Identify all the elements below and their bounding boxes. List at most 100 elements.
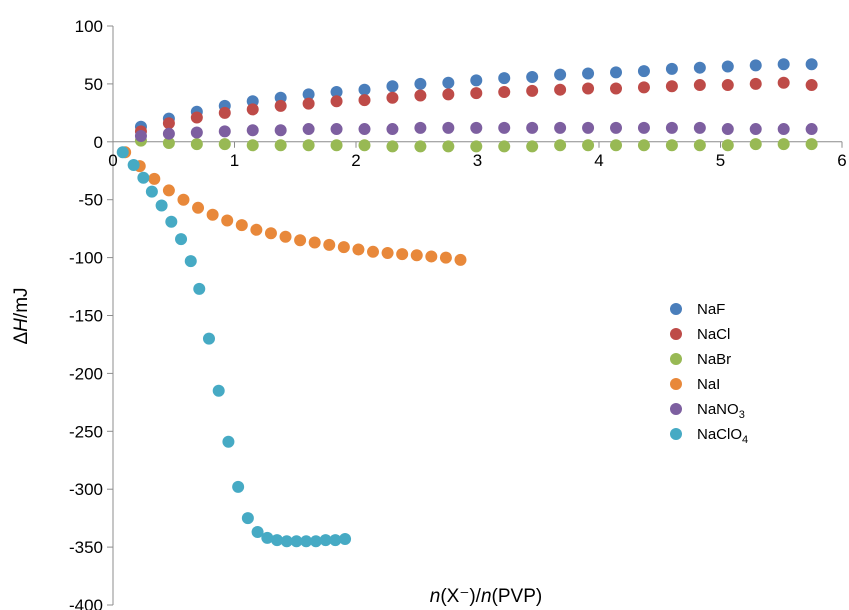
y-tick-label: -400 [69, 596, 103, 610]
data-point [218, 125, 231, 138]
data-point [442, 76, 455, 89]
data-point [637, 81, 650, 94]
y-tick-label: -250 [69, 422, 103, 441]
data-point [280, 535, 293, 548]
y-tick-label: 0 [94, 133, 103, 152]
data-point [290, 535, 303, 548]
data-point [145, 185, 158, 198]
data-point [526, 84, 539, 97]
x-tick-label: 1 [230, 151, 239, 170]
data-point [302, 123, 315, 136]
legend-label: NaCl [697, 326, 730, 343]
data-point [396, 248, 409, 261]
data-point [221, 214, 234, 227]
data-point [274, 139, 287, 152]
y-tick-label: -50 [78, 191, 103, 210]
data-point [235, 219, 248, 232]
x-tick-label: 0 [108, 151, 117, 170]
series-nano3 [134, 121, 818, 143]
data-point [582, 82, 595, 95]
data-point [665, 62, 678, 75]
data-point [610, 121, 623, 134]
data-point [425, 250, 438, 263]
data-point [693, 79, 706, 92]
x-tick-label: 4 [594, 151, 603, 170]
data-point [721, 79, 734, 92]
data-point [554, 139, 567, 152]
data-point [610, 66, 623, 79]
legend-marker [670, 328, 682, 340]
data-point [610, 82, 623, 95]
data-point [162, 117, 175, 130]
data-point [246, 124, 259, 137]
data-point [526, 121, 539, 134]
y-tick-label: -100 [69, 249, 103, 268]
legend-label: NaBr [697, 351, 731, 368]
data-point [352, 243, 365, 256]
data-point [302, 97, 315, 110]
y-tick-label: -350 [69, 538, 103, 557]
data-point [470, 87, 483, 100]
data-point [414, 121, 427, 134]
data-point [162, 127, 175, 140]
data-point [554, 121, 567, 134]
data-point [193, 282, 206, 295]
data-point [498, 72, 511, 85]
data-point [665, 121, 678, 134]
legend-label: NaF [697, 301, 725, 318]
data-point [442, 121, 455, 134]
series-naclo4 [116, 146, 352, 548]
data-point [184, 255, 197, 268]
legend-label: NaI [697, 376, 720, 393]
data-point [777, 138, 790, 151]
data-point [749, 138, 762, 151]
data-point [358, 94, 371, 107]
data-point [358, 139, 371, 152]
series-nai [119, 146, 467, 266]
x-tick-label: 3 [473, 151, 482, 170]
data-point [637, 121, 650, 134]
data-point [192, 201, 205, 214]
data-point [721, 123, 734, 136]
data-point [251, 526, 264, 539]
y-tick-label: -200 [69, 364, 103, 383]
data-point [330, 139, 343, 152]
data-point [470, 74, 483, 87]
data-point [442, 140, 455, 153]
data-point [329, 534, 342, 547]
data-point [330, 123, 343, 136]
legend-marker [670, 353, 682, 365]
data-point [693, 61, 706, 74]
x-tick-label: 2 [351, 151, 360, 170]
data-point [358, 123, 371, 136]
data-point [749, 59, 762, 72]
legend-label: NaClO4 [697, 426, 748, 446]
data-point [367, 245, 380, 258]
data-point [294, 234, 307, 247]
data-point [162, 184, 175, 197]
data-point [414, 89, 427, 102]
data-point [300, 535, 313, 548]
data-point [498, 121, 511, 134]
data-point [777, 76, 790, 89]
data-point [222, 435, 235, 448]
data-point [582, 67, 595, 80]
data-point [137, 171, 150, 184]
data-point [212, 384, 225, 397]
data-point [693, 139, 706, 152]
data-point [162, 136, 175, 149]
data-point [190, 138, 203, 151]
data-point [582, 139, 595, 152]
data-point [274, 99, 287, 112]
data-point [218, 138, 231, 151]
data-point [554, 83, 567, 96]
data-point [302, 88, 315, 101]
data-point [805, 79, 818, 92]
data-point [805, 138, 818, 151]
data-points [116, 58, 818, 548]
data-point [414, 77, 427, 90]
data-point [279, 230, 292, 243]
data-point [308, 236, 321, 249]
data-point [155, 199, 168, 212]
data-point [339, 532, 352, 545]
